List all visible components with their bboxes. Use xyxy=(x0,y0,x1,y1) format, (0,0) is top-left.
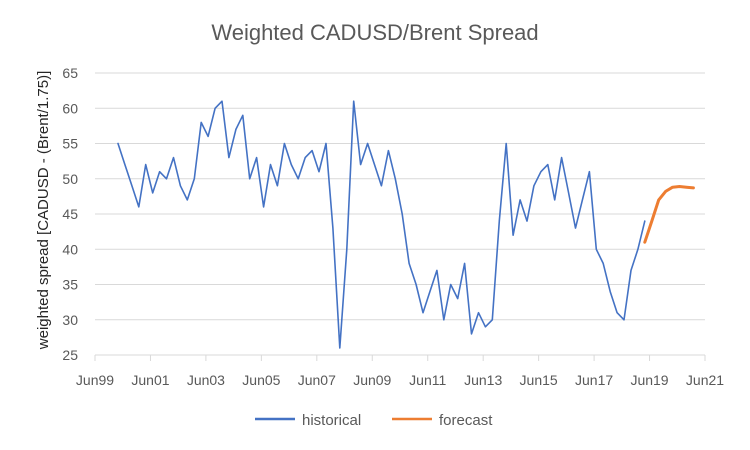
legend: historical forecast xyxy=(255,412,493,429)
y-tick-label: 30 xyxy=(62,312,78,328)
x-axis-ticks: Jun99 Jun01 Jun03 Jun05 Jun07 Jun09 Jun11 Jun13… xyxy=(76,355,724,388)
x-tick-label: Jun19 xyxy=(630,372,668,388)
x-tick-label: Jun03 xyxy=(187,372,225,388)
x-tick-label: Jun17 xyxy=(575,372,613,388)
x-tick-label: Jun13 xyxy=(464,372,502,388)
y-tick-label: 35 xyxy=(62,277,78,293)
y-tick-label: 60 xyxy=(62,100,78,116)
x-tick-label: Jun01 xyxy=(131,372,169,388)
series-line-historical xyxy=(117,100,646,349)
series-line-forecast xyxy=(643,185,695,244)
series xyxy=(117,100,695,349)
chart-title: Weighted CADUSD/Brent Spread xyxy=(211,20,538,45)
legend-label-forecast: forecast xyxy=(439,412,493,429)
x-tick-label: Jun11 xyxy=(409,372,446,388)
y-tick-label: 40 xyxy=(62,241,78,257)
x-tick-label: Jun15 xyxy=(520,372,558,388)
x-tick-label: Jun99 xyxy=(76,372,114,388)
x-tick-label: Jun05 xyxy=(242,372,280,388)
y-tick-label: 65 xyxy=(62,65,78,81)
y-tick-label: 45 xyxy=(62,206,78,222)
y-axis-label: weighted spread [CADUSD - (Brent/1.75)] xyxy=(35,71,52,350)
x-tick-label: Jun21 xyxy=(686,372,724,388)
y-tick-label: 55 xyxy=(62,136,78,152)
legend-label-historical: historical xyxy=(302,412,361,429)
y-tick-label: 50 xyxy=(62,171,78,187)
x-tick-label: Jun09 xyxy=(353,372,391,388)
y-tick-label: 25 xyxy=(62,347,78,363)
y-axis-ticks: 25 30 35 40 45 50 55 60 65 xyxy=(62,65,78,363)
gridlines xyxy=(95,72,705,321)
x-tick-label: Jun07 xyxy=(298,372,336,388)
